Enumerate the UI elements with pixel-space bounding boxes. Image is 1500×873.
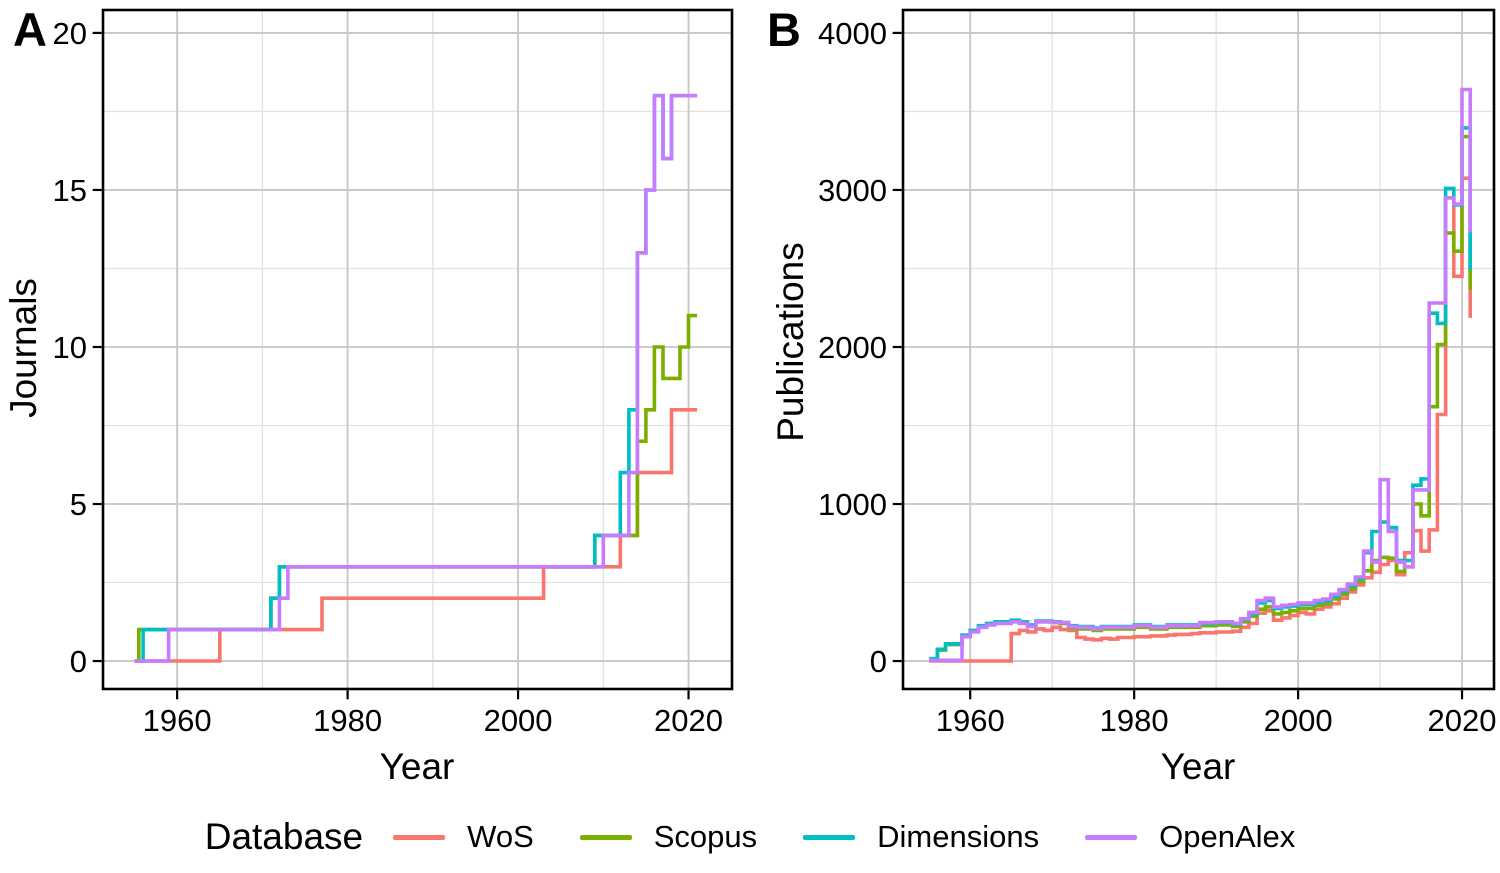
step-line-dimensions: [134, 93, 698, 663]
legend-title: Database: [204, 816, 364, 857]
x-tick-label: 2000: [484, 703, 553, 738]
step-line-openalex: [929, 87, 1472, 663]
step-line-scopus: [134, 313, 698, 663]
x-tick-label: 1980: [313, 703, 382, 738]
step-line-openalex: [134, 93, 698, 663]
legend-label-scopus: Scopus: [653, 819, 758, 854]
x-axis-title-year-b: Year: [1160, 746, 1236, 787]
legend-label-wos: WoS: [467, 819, 534, 854]
y-axis-title-publications: Publications: [770, 242, 811, 442]
y-tick-label: 20: [53, 16, 87, 51]
x-tick-label: 2020: [654, 703, 723, 738]
y-tick-label: 10: [53, 330, 87, 365]
legend-key-dimensions-line: [803, 834, 856, 840]
y-tick-label: 3000: [818, 173, 887, 208]
y-tick-label: 2000: [818, 330, 887, 365]
step-line-dimensions: [929, 126, 1472, 661]
legend-label-openalex: OpenAlex: [1159, 819, 1296, 854]
y-tick-label: 4000: [818, 16, 887, 51]
step-line-scopus: [929, 134, 1472, 662]
x-tick-label: 1980: [1100, 703, 1169, 738]
y-tick-label: 5: [70, 487, 87, 522]
panel-border: [101, 8, 734, 691]
panel-a: 1960 1980 2000 2020 0 5 10 15 20: [53, 8, 734, 738]
x-axis-title-year-a: Year: [379, 746, 455, 787]
x-tick-label: 2020: [1428, 703, 1497, 738]
y-tick-label: 15: [53, 173, 87, 208]
legend: Database WoS Scopus Dimensions OpenAlex: [0, 816, 1500, 858]
step-line-wos: [929, 176, 1472, 663]
y-tick-label: 0: [870, 644, 887, 679]
legend-item-dimensions: Dimensions: [803, 819, 1039, 855]
panel-b: 1960 1980 2000 2020 0 1000 2000 3000 4000: [818, 8, 1497, 738]
legend-item-wos: WoS: [393, 819, 534, 855]
y-axis-title-journals: Journals: [3, 278, 44, 418]
panel-label-a: A: [13, 3, 47, 56]
y-tick-label: 1000: [818, 487, 887, 522]
legend-key-scopus-line: [579, 834, 632, 840]
legend-key-wos-line: [393, 834, 446, 840]
legend-item-openalex: OpenAlex: [1085, 819, 1295, 855]
x-tick-label: 1960: [936, 703, 1005, 738]
legend-item-scopus: Scopus: [579, 819, 758, 855]
panel-label-b: B: [767, 3, 801, 56]
panel-border: [901, 8, 1496, 691]
x-tick-label: 1960: [143, 703, 212, 738]
legend-label-dimensions: Dimensions: [877, 819, 1040, 854]
y-tick-label: 0: [70, 644, 87, 679]
x-tick-label: 2000: [1264, 703, 1333, 738]
legend-key-openalex-line: [1085, 834, 1138, 840]
